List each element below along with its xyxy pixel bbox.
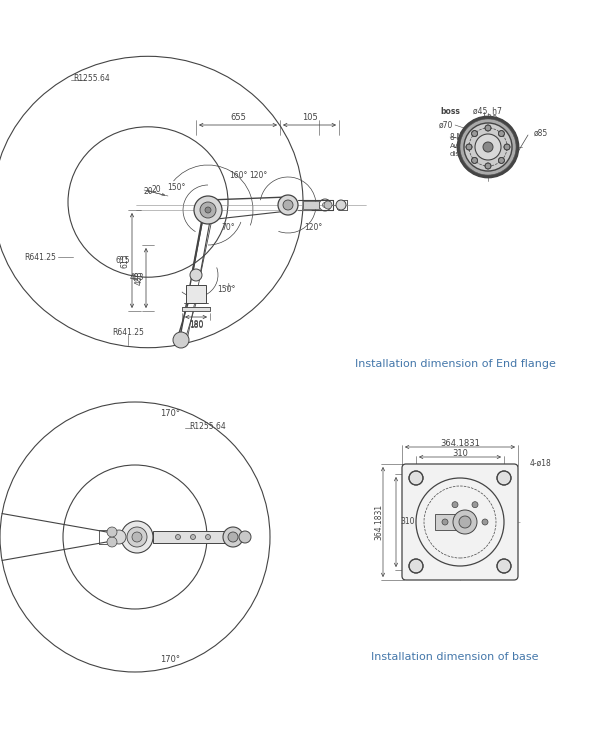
Circle shape [499, 130, 505, 137]
Text: 70°: 70° [221, 223, 235, 233]
Text: 364.1831: 364.1831 [440, 438, 480, 447]
Circle shape [460, 119, 516, 175]
Circle shape [458, 117, 518, 177]
Text: 655: 655 [230, 113, 246, 122]
Text: R1255.64: R1255.64 [73, 74, 110, 83]
Bar [186, 285, 206, 303]
Text: 483: 483 [135, 271, 144, 285]
Text: 364.1831: 364.1831 [374, 504, 383, 540]
Circle shape [442, 519, 448, 525]
Circle shape [121, 521, 153, 553]
Circle shape [132, 532, 142, 542]
Circle shape [200, 202, 216, 218]
Text: R641.25: R641.25 [112, 328, 144, 337]
Circle shape [190, 269, 202, 281]
Circle shape [194, 196, 222, 224]
Text: 615: 615 [115, 256, 130, 265]
Text: boss: boss [440, 106, 460, 116]
Circle shape [228, 532, 238, 542]
Circle shape [485, 125, 491, 131]
Circle shape [107, 527, 117, 537]
Text: 8-M5: 8-M5 [450, 132, 469, 141]
Text: 20: 20 [143, 187, 153, 196]
Circle shape [464, 123, 512, 171]
Text: +: + [223, 282, 233, 292]
Circle shape [223, 527, 243, 547]
Circle shape [324, 201, 332, 209]
Circle shape [205, 207, 211, 213]
Circle shape [485, 163, 491, 169]
Circle shape [173, 332, 189, 348]
Text: Average: Average [450, 143, 479, 149]
Text: 120°: 120° [249, 171, 267, 179]
Text: 180: 180 [189, 320, 203, 329]
Text: 170°: 170° [160, 655, 180, 665]
Text: ø45  h7: ø45 h7 [473, 106, 502, 116]
Circle shape [409, 471, 423, 485]
Bar [153, 531, 228, 543]
Circle shape [472, 157, 478, 163]
Text: 310: 310 [452, 449, 468, 458]
Circle shape [453, 510, 477, 534]
FancyBboxPatch shape [402, 464, 518, 580]
Bar [182, 307, 210, 311]
Text: Installation dimension of base: Installation dimension of base [371, 652, 539, 662]
Circle shape [452, 501, 458, 508]
Circle shape [497, 559, 511, 573]
Text: 20: 20 [151, 185, 161, 195]
Circle shape [475, 134, 501, 160]
Text: 150°: 150° [217, 285, 235, 294]
Text: 170°: 170° [160, 409, 180, 419]
Text: distribution: distribution [450, 151, 490, 157]
Text: 120°: 120° [304, 223, 322, 231]
Circle shape [239, 531, 251, 543]
Text: 160°: 160° [229, 171, 247, 179]
Text: 4-ø18: 4-ø18 [530, 458, 552, 468]
Circle shape [112, 530, 126, 544]
Text: 615: 615 [120, 253, 129, 268]
Circle shape [283, 200, 293, 210]
Text: R641.25: R641.25 [24, 253, 56, 261]
Circle shape [176, 534, 181, 539]
Text: Installation dimension of End flange: Installation dimension of End flange [355, 359, 556, 369]
Circle shape [336, 200, 346, 210]
Bar [435, 514, 462, 530]
Circle shape [278, 195, 298, 215]
Circle shape [499, 157, 505, 163]
Circle shape [107, 537, 117, 547]
Circle shape [127, 527, 147, 547]
Circle shape [466, 144, 472, 150]
Circle shape [497, 471, 511, 485]
Text: 310: 310 [400, 518, 415, 526]
Text: 3.5: 3.5 [487, 114, 497, 120]
Circle shape [409, 559, 423, 573]
Text: 180: 180 [189, 321, 203, 330]
Text: ø70: ø70 [439, 121, 453, 130]
Circle shape [191, 534, 196, 539]
Circle shape [205, 534, 211, 539]
Circle shape [504, 144, 510, 150]
Text: R1255.64: R1255.64 [189, 422, 226, 431]
Text: 105: 105 [302, 113, 317, 122]
Circle shape [483, 142, 493, 152]
Text: ø85: ø85 [534, 129, 548, 138]
Circle shape [472, 501, 478, 508]
Circle shape [482, 519, 488, 525]
Text: 150°: 150° [167, 184, 185, 193]
Circle shape [459, 516, 471, 528]
Bar [303, 201, 319, 209]
Circle shape [472, 130, 478, 137]
Text: 483: 483 [130, 274, 144, 283]
